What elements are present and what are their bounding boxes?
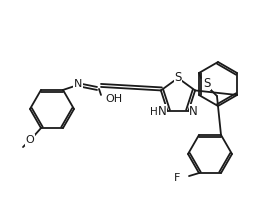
Text: N: N — [158, 105, 167, 118]
Text: F: F — [174, 173, 180, 183]
Text: H: H — [150, 107, 158, 117]
Text: OH: OH — [105, 94, 122, 104]
Text: O: O — [26, 135, 34, 145]
Text: N: N — [74, 79, 82, 89]
Text: S: S — [174, 70, 182, 83]
Text: N: N — [189, 105, 198, 118]
Text: S: S — [203, 76, 211, 89]
